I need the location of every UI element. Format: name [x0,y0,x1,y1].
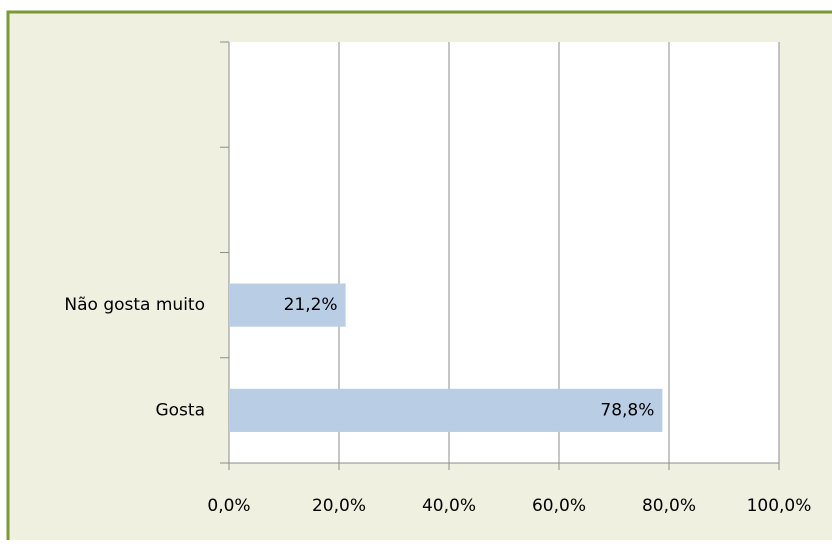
value-label: 78,8% [600,400,654,420]
x-tick-label: 20,0% [312,496,366,516]
x-tick-label: 0,0% [207,496,250,516]
bar [229,388,663,432]
x-tick-label: 60,0% [532,496,586,516]
x-tick-label: 80,0% [642,496,696,516]
y-tick-label: Não gosta muito [64,295,205,315]
bar [229,283,346,327]
value-label: 21,2% [284,295,338,315]
x-tick-label: 100,0% [747,496,812,516]
y-tick-label: Gosta [155,400,205,420]
x-tick-label: 40,0% [422,496,476,516]
